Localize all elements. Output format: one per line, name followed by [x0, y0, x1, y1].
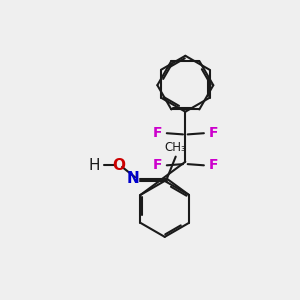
- Text: F: F: [209, 158, 218, 172]
- Text: F: F: [152, 126, 162, 140]
- Text: F: F: [152, 158, 162, 172]
- Text: N: N: [126, 171, 139, 186]
- Text: CH₃: CH₃: [165, 141, 187, 154]
- Text: O: O: [113, 158, 126, 173]
- Text: H: H: [88, 158, 100, 173]
- Text: F: F: [209, 126, 218, 140]
